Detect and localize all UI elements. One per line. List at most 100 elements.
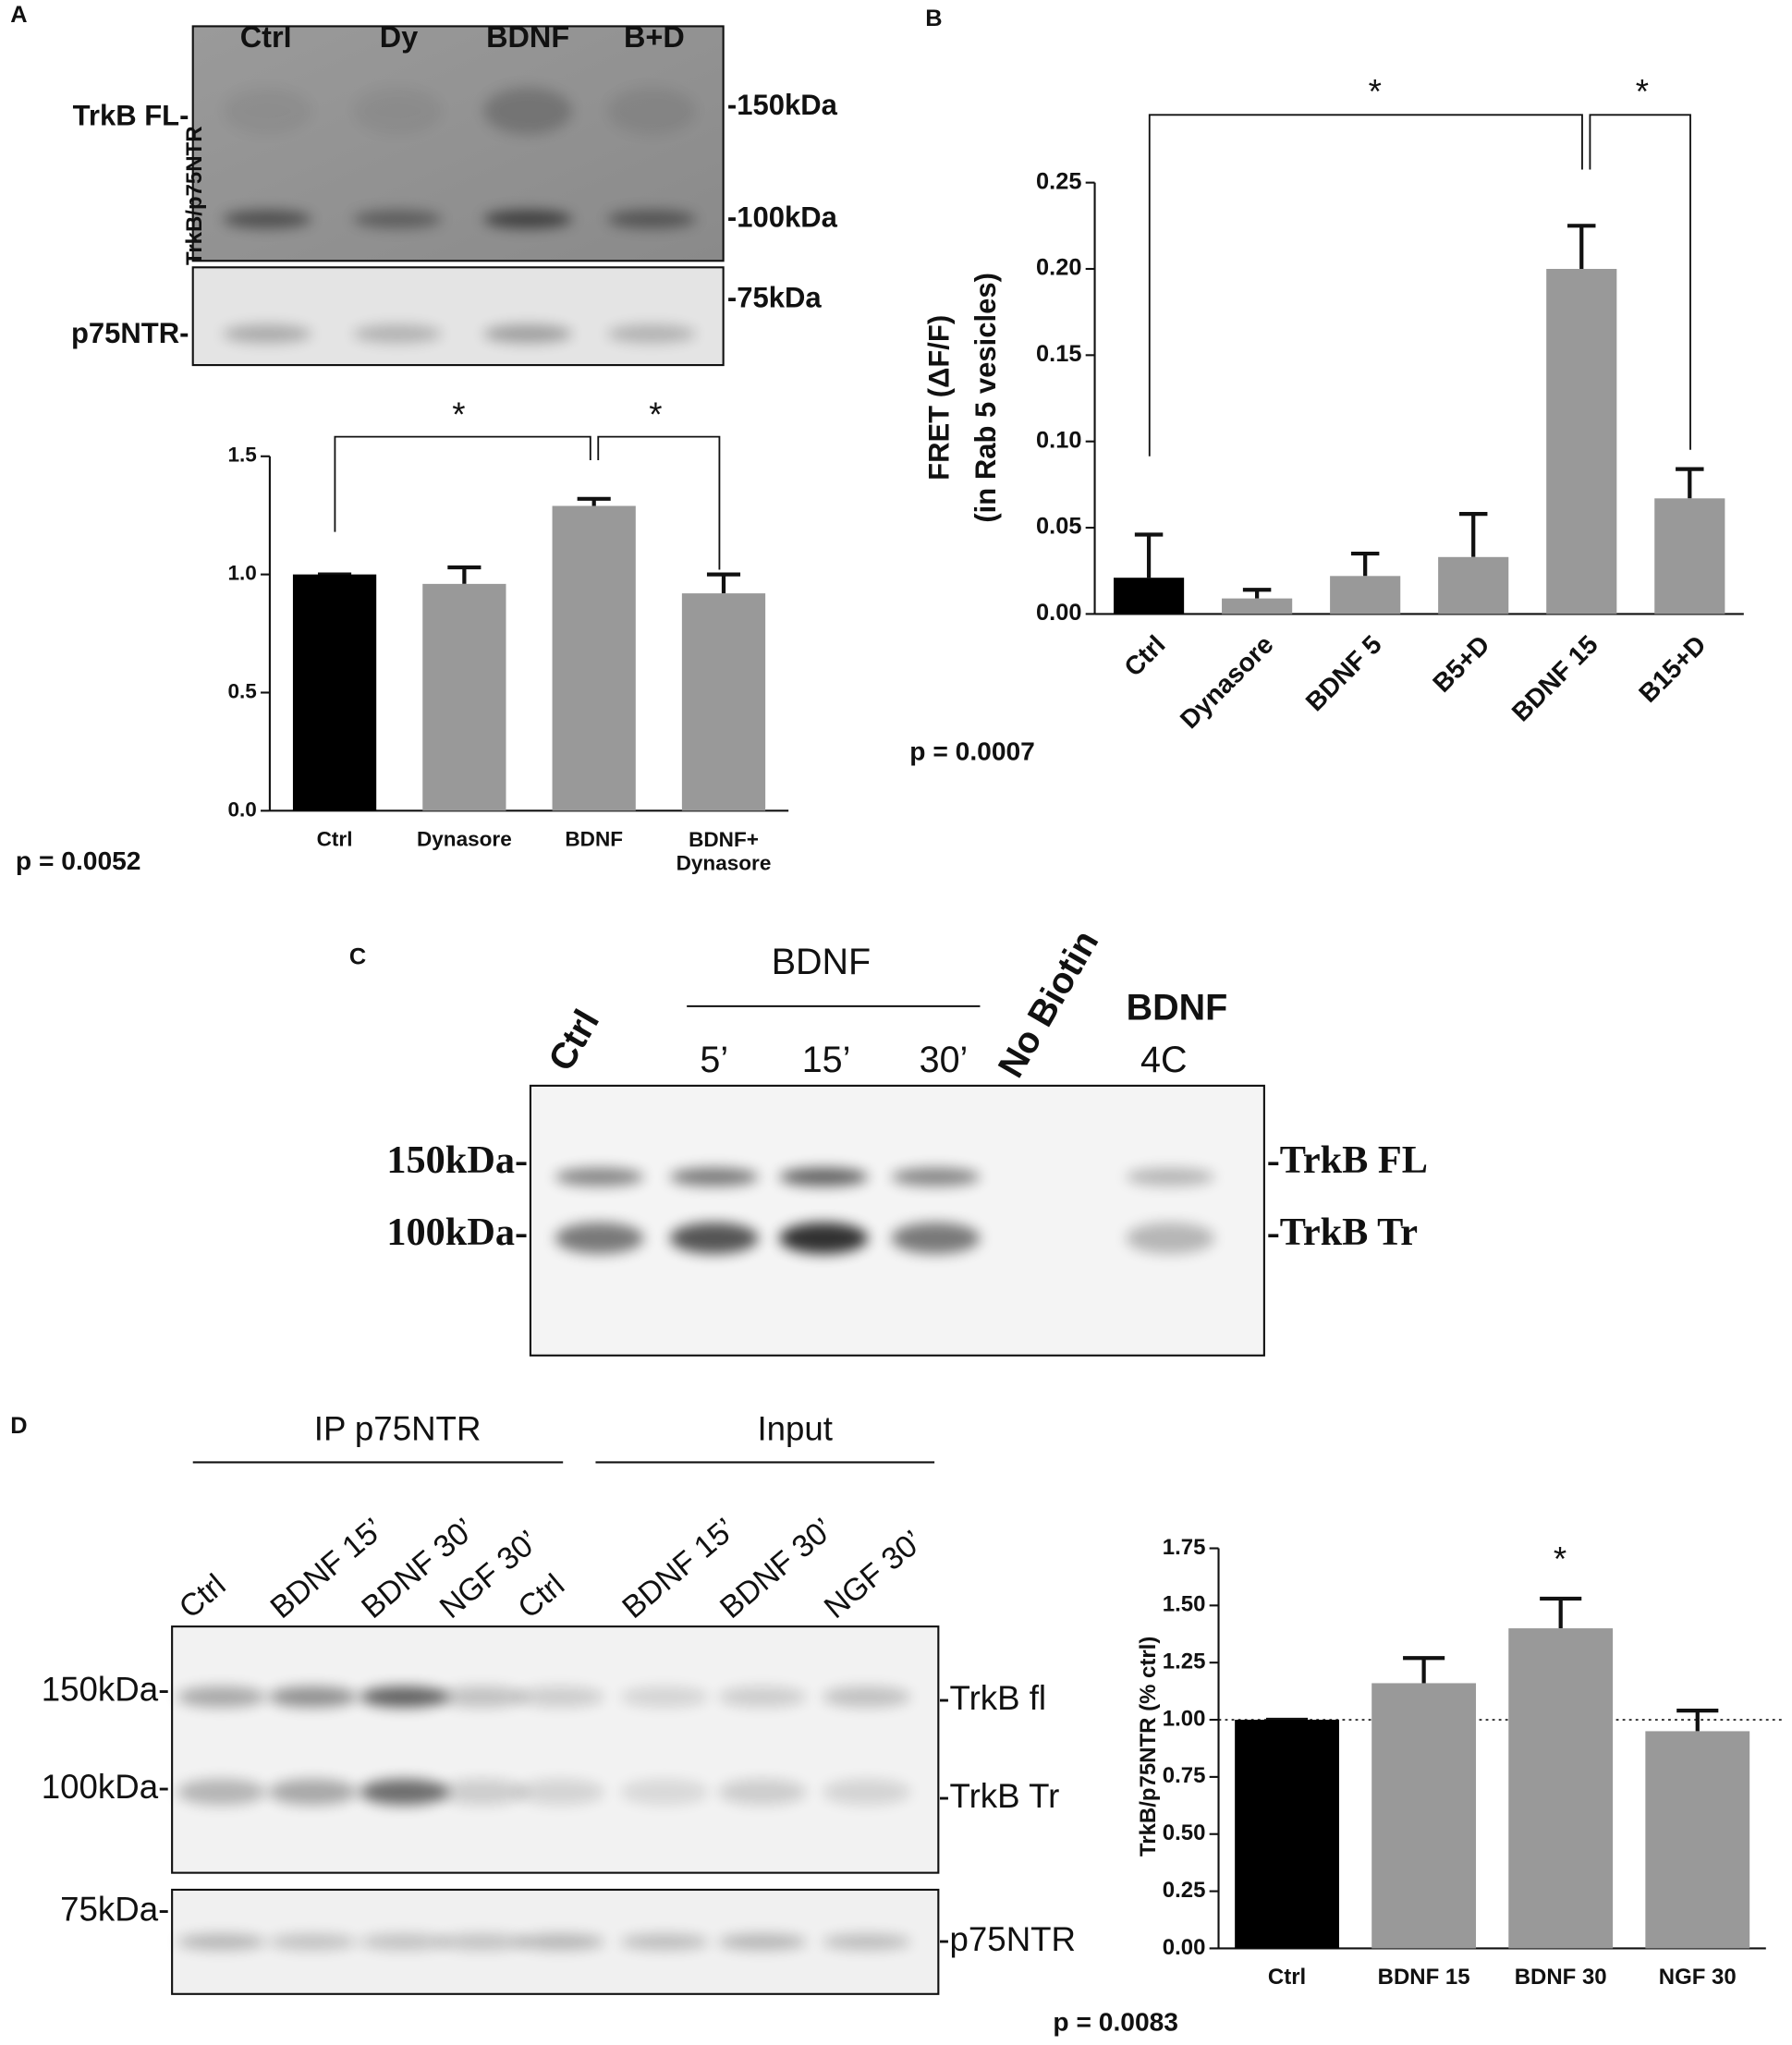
p-value: p = 0.0007 bbox=[909, 736, 1035, 766]
bar bbox=[1235, 1720, 1339, 1949]
blot-membrane bbox=[529, 1084, 1265, 1357]
x-tick-label: B15+D bbox=[1633, 629, 1712, 708]
blot-band bbox=[223, 210, 312, 228]
blot-band bbox=[223, 87, 312, 135]
y-tick-label: 0.15 bbox=[1036, 341, 1081, 367]
x-tick-label: Ctrl bbox=[1118, 629, 1171, 682]
significance-star: * bbox=[1554, 1540, 1566, 1577]
y-tick-label: 1.00 bbox=[1163, 1706, 1206, 1731]
group-label: IP p75NTR bbox=[314, 1409, 482, 1447]
blot-band bbox=[1126, 1222, 1215, 1254]
blot-band bbox=[718, 1933, 807, 1950]
x-tick-label: B5+D bbox=[1427, 629, 1495, 698]
blot-band bbox=[483, 210, 573, 228]
band-label: -TrkB FL bbox=[1267, 1138, 1428, 1182]
lane-label: Ctrl bbox=[240, 20, 292, 54]
bar bbox=[1645, 1731, 1750, 1949]
significance-bracket bbox=[334, 435, 591, 532]
y-tick-label: 0.10 bbox=[1036, 427, 1081, 453]
bar bbox=[292, 574, 377, 811]
x-tick-label: BDNF 15 bbox=[1506, 629, 1603, 727]
blot-membrane bbox=[171, 1625, 940, 1874]
blot-band bbox=[483, 324, 573, 344]
lane-label: 5’ bbox=[700, 1040, 728, 1080]
bar bbox=[1438, 556, 1509, 615]
lane-label: BDNF bbox=[486, 20, 569, 54]
blot-band bbox=[718, 1686, 807, 1708]
blot-band bbox=[607, 324, 697, 344]
x-tick-label: NGF 30 bbox=[1659, 1965, 1737, 1990]
p-value: p = 0.0083 bbox=[1053, 2007, 1178, 2037]
x-tick-label: BDNF 30 bbox=[1515, 1965, 1607, 1990]
panel-label: C bbox=[349, 943, 366, 969]
lane-label: Ctrl bbox=[511, 1567, 571, 1625]
size-marker: -75kDa bbox=[727, 282, 822, 314]
y-axis-label: FRET (ΔF/F) bbox=[922, 315, 955, 481]
blot-band bbox=[516, 1686, 605, 1708]
size-marker: 100kDa- bbox=[386, 1211, 528, 1254]
significance-bracket bbox=[1148, 114, 1583, 456]
y-tick-label: 1.50 bbox=[1163, 1592, 1206, 1617]
y-tick-label: 0.25 bbox=[1163, 1878, 1206, 1903]
blot-band bbox=[891, 1167, 981, 1187]
band-label: -TrkB Tr bbox=[938, 1777, 1059, 1815]
size-marker: 150kDa- bbox=[42, 1670, 170, 1708]
blot-membrane bbox=[191, 266, 725, 367]
bar bbox=[1546, 268, 1617, 615]
blot-band bbox=[1126, 1167, 1215, 1187]
y-tick-label: 1.0 bbox=[227, 562, 256, 585]
y-tick-label: 0.05 bbox=[1036, 514, 1081, 540]
y-tick-label: 0.0 bbox=[227, 797, 256, 821]
blot-band bbox=[555, 1167, 644, 1187]
y-axis-label: TrkB/p75NTR bbox=[182, 126, 207, 265]
blot-band bbox=[891, 1222, 981, 1254]
significance-star: * bbox=[1369, 72, 1382, 110]
lane-label: 30’ bbox=[920, 1040, 969, 1080]
y-tick-label: 0.00 bbox=[1036, 600, 1081, 626]
blot-band bbox=[353, 210, 443, 228]
size-marker: 75kDa- bbox=[60, 1891, 169, 1929]
size-marker: -150kDa bbox=[727, 89, 838, 121]
blot-band bbox=[620, 1779, 710, 1806]
blot-band bbox=[607, 87, 697, 135]
blot-band bbox=[353, 324, 443, 344]
x-tick-label: Ctrl bbox=[317, 828, 353, 851]
x-tick-label: BDNF+ Dynasore bbox=[677, 828, 772, 875]
band-label: TrkB FL- bbox=[73, 99, 189, 131]
blot-band bbox=[516, 1933, 605, 1950]
blot-band bbox=[516, 1779, 605, 1806]
x-tick-label: BDNF 5 bbox=[1299, 629, 1387, 717]
blot-band bbox=[607, 210, 697, 228]
blot-band bbox=[779, 1222, 869, 1254]
band-label: p75NTR- bbox=[71, 317, 189, 349]
lane-label: Ctrl bbox=[173, 1567, 233, 1625]
x-tick-label: Ctrl bbox=[1268, 1965, 1306, 1990]
band-label: -TrkB fl bbox=[938, 1679, 1046, 1717]
blot-band bbox=[223, 324, 312, 344]
significance-star: * bbox=[1636, 72, 1649, 110]
y-tick-label: 0.00 bbox=[1163, 1935, 1206, 1960]
y-tick-label: 0.50 bbox=[1163, 1820, 1206, 1845]
y-axis-label: (in Rab 5 vesicles) bbox=[969, 273, 1002, 523]
x-tick-label: Dynasore bbox=[417, 828, 512, 851]
blot-band bbox=[437, 1779, 527, 1806]
blot-band bbox=[268, 1779, 358, 1806]
y-tick-label: 0.25 bbox=[1036, 168, 1081, 194]
blot-band bbox=[437, 1686, 527, 1708]
y-tick-label: 1.25 bbox=[1163, 1649, 1206, 1674]
blot-band bbox=[822, 1779, 911, 1806]
significance-bracket bbox=[597, 435, 721, 570]
lane-label: B+D bbox=[624, 20, 685, 54]
bar bbox=[1508, 1628, 1614, 1949]
panel-label: D bbox=[10, 1413, 27, 1439]
bar bbox=[552, 505, 636, 811]
panel-label: A bbox=[10, 2, 27, 28]
blot-band bbox=[822, 1933, 911, 1950]
blot-band bbox=[620, 1686, 710, 1708]
lane-label: 15’ bbox=[802, 1040, 851, 1080]
band-label: -p75NTR bbox=[938, 1920, 1076, 1958]
y-tick-label: 0.75 bbox=[1163, 1763, 1206, 1788]
blot-band bbox=[268, 1933, 358, 1950]
size-marker: -100kDa bbox=[727, 201, 838, 233]
